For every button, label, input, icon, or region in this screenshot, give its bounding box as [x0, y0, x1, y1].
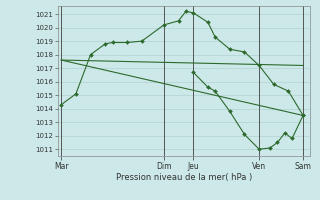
- X-axis label: Pression niveau de la mer( hPa ): Pression niveau de la mer( hPa ): [116, 173, 252, 182]
